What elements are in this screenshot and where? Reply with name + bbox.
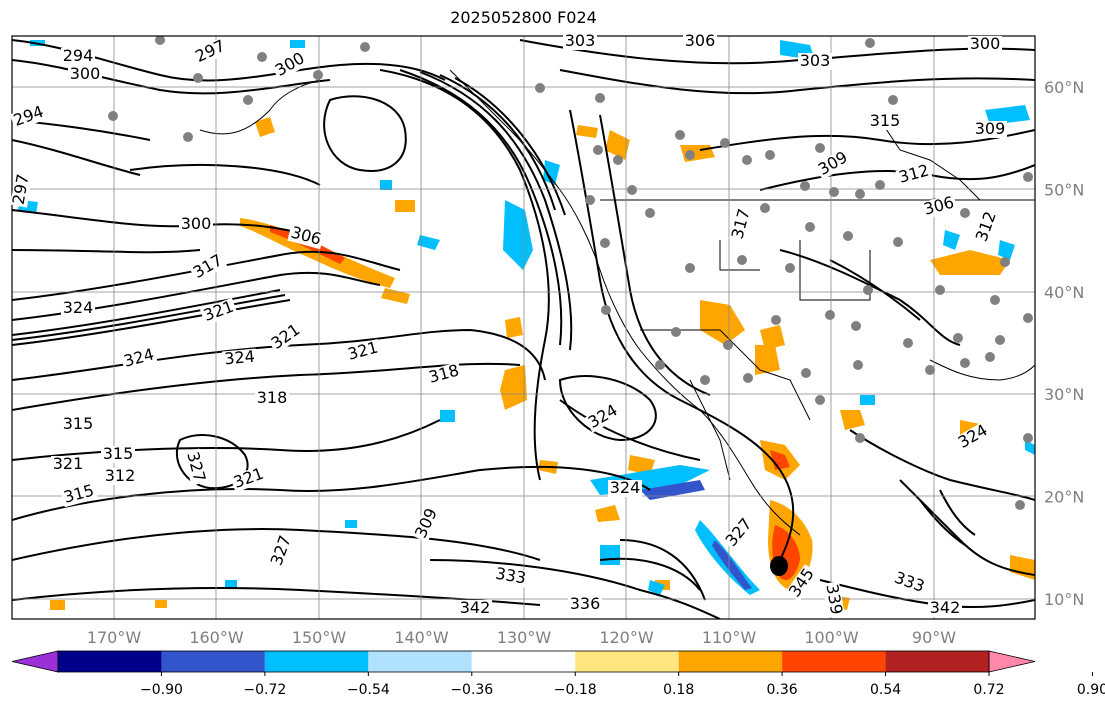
colorbar-tick-label: −0.72 bbox=[243, 682, 286, 698]
lon-label: 170°W bbox=[87, 628, 142, 647]
lon-label: 140°W bbox=[394, 628, 449, 647]
colorbar-segment bbox=[782, 651, 886, 672]
contour-label: 317 bbox=[728, 207, 754, 241]
colorbar-segment bbox=[471, 651, 576, 672]
colorbar-segment bbox=[264, 651, 369, 672]
lon-label: 130°W bbox=[497, 628, 552, 647]
contour-label: 324 bbox=[63, 298, 94, 317]
contour-label: 297 bbox=[9, 173, 33, 206]
contour-label: 327 bbox=[267, 533, 295, 568]
lon-label: 110°W bbox=[702, 628, 757, 647]
contour-label: 303 bbox=[565, 31, 596, 50]
contour-label: 315 bbox=[103, 444, 134, 463]
station-dots bbox=[108, 36, 1033, 510]
contour-label: 309 bbox=[975, 119, 1006, 138]
graticule bbox=[12, 36, 1035, 619]
longitude-labels: 170°W 160°W 150°W 140°W 130°W 120°W 110°W 100°W… bbox=[87, 628, 956, 647]
contour-label: 315 bbox=[63, 414, 94, 433]
contour-label: 300 bbox=[970, 34, 1001, 53]
contour-label: 300 bbox=[181, 214, 212, 233]
colorbar-tick-label: 0.36 bbox=[767, 682, 798, 698]
contour-label: 303 bbox=[800, 51, 831, 70]
map-frame bbox=[11, 35, 1036, 620]
contour-label: 321 bbox=[231, 464, 266, 492]
contour-label: 318 bbox=[427, 361, 461, 387]
colorbar-segment bbox=[575, 651, 679, 672]
colorbar-tick-label: 0.72 bbox=[973, 682, 1004, 698]
contour-label: 324 bbox=[224, 347, 256, 369]
colorbar-extend-high bbox=[988, 650, 1036, 673]
lat-label: 20°N bbox=[1044, 488, 1084, 507]
contour-label: 318 bbox=[257, 388, 288, 407]
lat-label: 60°N bbox=[1044, 78, 1084, 97]
contour-label: 312 bbox=[972, 209, 1000, 244]
lon-label: 100°W bbox=[804, 628, 859, 647]
lon-label: 120°W bbox=[599, 628, 654, 647]
contour-label: 342 bbox=[930, 598, 961, 617]
lon-label: 90°W bbox=[912, 628, 956, 647]
contour-label: 336 bbox=[570, 594, 601, 613]
colorbar-segment bbox=[58, 651, 162, 672]
contour-label: 306 bbox=[685, 31, 716, 50]
lat-label: 50°N bbox=[1044, 180, 1084, 199]
colorbar-segment bbox=[885, 651, 989, 672]
coastlines bbox=[199, 69, 1035, 536]
colorbar-tick-label: −0.18 bbox=[554, 682, 597, 698]
contour-label: 324 bbox=[610, 478, 641, 497]
map-title: 2025052800 F024 bbox=[450, 8, 597, 27]
lat-label: 10°N bbox=[1044, 590, 1084, 609]
latitude-labels: 60°N 50°N 40°N 30°N 20°N 10°N bbox=[1044, 78, 1084, 609]
colorbar-segment bbox=[368, 651, 472, 672]
contour-label: 321 bbox=[53, 454, 84, 473]
contour-label: 306 bbox=[922, 193, 956, 219]
colorbar-segment bbox=[678, 651, 783, 672]
vertical-motion-fills bbox=[18, 40, 1035, 610]
colorbar-tick-label: −0.36 bbox=[450, 682, 493, 698]
lat-label: 40°N bbox=[1044, 283, 1084, 302]
contour-label: 327 bbox=[721, 514, 755, 550]
colorbar: −0.90 −0.72 −0.54 −0.36 −0.18 0.18 0.36 0.54 0.7… bbox=[11, 650, 1105, 698]
contour-label: 324 bbox=[122, 345, 156, 371]
colorbar-tick-label: −0.54 bbox=[347, 682, 390, 698]
isentrope-contours bbox=[12, 39, 1035, 619]
contour-label: 342 bbox=[460, 598, 491, 617]
contour-label: 333 bbox=[494, 564, 527, 588]
contour-label: 333 bbox=[892, 568, 927, 596]
colorbar-tick-label: 0.54 bbox=[870, 682, 901, 698]
colorbar-tick-label: −0.90 bbox=[140, 682, 183, 698]
contour-label: 294 bbox=[63, 46, 94, 65]
contour-label: 321 bbox=[201, 297, 236, 325]
contour-label: 339 bbox=[822, 583, 846, 616]
colorbar-tick-label: 0.90 bbox=[1077, 682, 1105, 698]
contour-label: 312 bbox=[897, 161, 931, 187]
contour-label: 315 bbox=[870, 111, 901, 130]
contour-label: 300 bbox=[70, 64, 101, 83]
lat-label: 30°N bbox=[1044, 385, 1084, 404]
colorbar-segment bbox=[161, 651, 265, 672]
contour-label: 312 bbox=[105, 466, 136, 485]
colorbar-tick-label: 0.18 bbox=[663, 682, 694, 698]
lon-label: 150°W bbox=[292, 628, 347, 647]
lon-label: 160°W bbox=[189, 628, 244, 647]
colorbar-extend-low bbox=[11, 650, 59, 673]
contour-label: 327 bbox=[183, 450, 209, 484]
contour-label: 294 bbox=[11, 102, 46, 130]
